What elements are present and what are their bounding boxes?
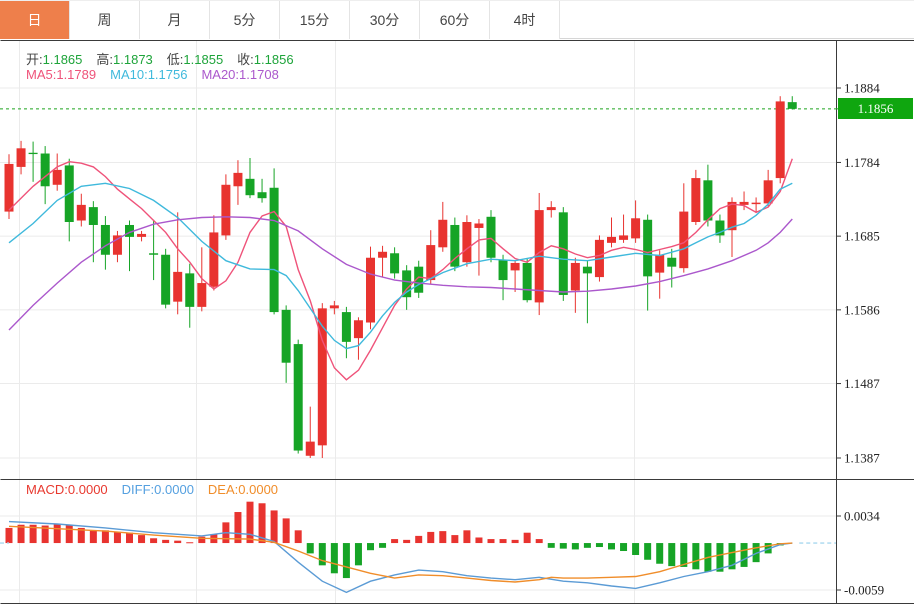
ohlc-label: 低: [166, 52, 184, 67]
ohlc-item-2: 低:1.1855 [167, 49, 223, 68]
tab-period-0[interactable]: 日 [0, 1, 70, 39]
svg-text:-0.0059: -0.0059 [844, 583, 884, 598]
tab-period-7[interactable]: 4时 [490, 1, 560, 39]
ma-value: 1.1789 [56, 67, 97, 82]
y-axis-labels: 1.1884 1.1784 1.1685 1.1586 1.1487 1.1387 [836, 81, 880, 466]
ma-item-1: MA10:1.1756 [110, 67, 187, 82]
ma5-line [8, 158, 793, 381]
ohlc-item-0: 开:1.1865 [26, 49, 82, 68]
ma20-line [8, 216, 793, 331]
macd-value: 0.0000 [67, 482, 108, 497]
svg-text:1.1685: 1.1685 [844, 229, 880, 244]
macd-label: DEA: [207, 482, 239, 497]
grid-lines [0, 40, 836, 603]
macd-legend: MACD:0.0000 DIFF:0.0000 DEA:0.0000 [26, 482, 292, 497]
ohlc-label: 高: [96, 52, 114, 67]
ma-label: MA5: [26, 67, 57, 82]
tab-period-4[interactable]: 15分 [280, 1, 350, 39]
tab-period-1[interactable]: 周 [70, 1, 140, 39]
macd-label: MACD: [26, 482, 68, 497]
ma10-line [8, 182, 793, 350]
tab-period-6[interactable]: 60分 [420, 1, 490, 39]
ma-value: 1.1756 [147, 67, 188, 82]
ma-item-2: MA20:1.1708 [201, 67, 278, 82]
ma-label: MA20: [201, 67, 240, 82]
svg-text:1.1586: 1.1586 [844, 302, 880, 317]
panel-borders [0, 40, 914, 604]
ohlc-value: 1.1865 [42, 52, 83, 67]
ohlc-item-1: 高:1.1873 [96, 49, 152, 68]
ohlc-value: 1.1873 [113, 52, 153, 67]
macd-item-2: DEA:0.0000 [208, 482, 278, 497]
ma-value: 1.1708 [239, 67, 279, 82]
ma-legend: MA5:1.1789 MA10:1.1756 MA20:1.1708 [26, 67, 293, 82]
macd-axis-labels: 0.0034 -0.0059 [836, 509, 884, 598]
ohlc-value: 1.1855 [183, 52, 224, 67]
period-tab-bar: 日周月 5分 15分 30分 60分 4时 [0, 0, 914, 39]
ohlc-label: 收: [237, 52, 254, 67]
dea-line [8, 525, 793, 583]
ohlc-value: 1.1856 [253, 52, 294, 67]
ma-item-0: MA5:1.1789 [26, 67, 96, 82]
macd-item-0: MACD:0.0000 [26, 482, 108, 497]
ma-label: MA10: [110, 67, 148, 82]
ohlc-item-3: 收:1.1856 [237, 49, 293, 68]
macd-label: DIFF: [121, 482, 155, 497]
current-price-tag: 1.1856 [838, 98, 913, 119]
svg-text:0.0034: 0.0034 [844, 509, 880, 524]
svg-text:1.1387: 1.1387 [844, 451, 880, 466]
macd-value: 0.0000 [238, 482, 279, 497]
svg-text:1.1784: 1.1784 [844, 155, 880, 170]
macd-histogram[interactable] [5, 501, 784, 579]
diff-line [8, 520, 793, 594]
ohlc-readout: 开:1.1865 高:1.1873 低:1.1855 收:1.1856 [26, 49, 308, 68]
ohlc-label: 开: [26, 52, 43, 67]
svg-text:1.1884: 1.1884 [844, 81, 880, 96]
macd-value: 0.0000 [154, 482, 194, 497]
tab-period-5[interactable]: 30分 [350, 1, 420, 39]
macd-item-1: DIFF:0.0000 [122, 482, 194, 497]
tab-period-3[interactable]: 5分 [210, 1, 280, 39]
tab-period-2[interactable]: 月 [140, 1, 210, 39]
svg-text:1.1487: 1.1487 [844, 376, 880, 391]
